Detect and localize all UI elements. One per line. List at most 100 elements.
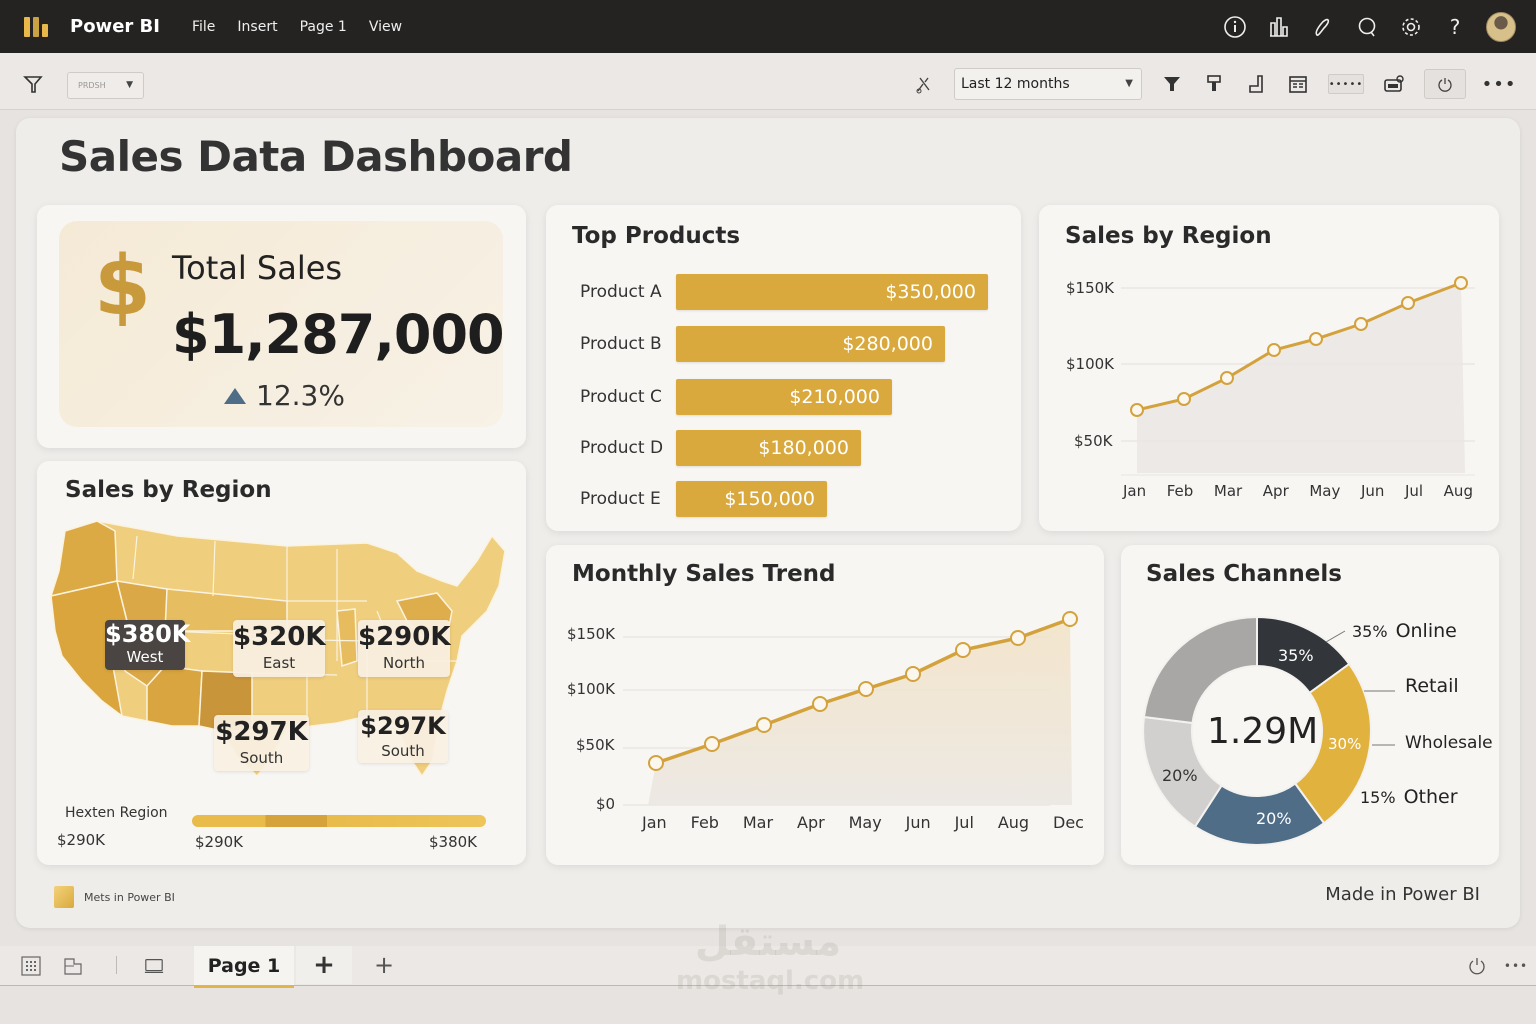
filter-icon[interactable] [1160, 72, 1184, 96]
new-page-button[interactable]: + [373, 951, 395, 979]
region-label-east[interactable]: $320K East [233, 620, 326, 677]
file-icon [54, 886, 74, 908]
x-tick: Jul [954, 813, 974, 832]
bar[interactable]: $210,000 [676, 379, 892, 415]
bar-row[interactable]: Product C $210,000 [580, 379, 892, 415]
view-select-value: PRDSH [78, 81, 106, 90]
region-label-south-east[interactable]: $297K South [358, 710, 448, 763]
menu-bar: File Insert Page 1 View [192, 19, 402, 35]
legend-color-scale [192, 815, 486, 827]
slice-label-retail: 30% [1328, 735, 1362, 753]
footer-made-in: Made in Power BI [1325, 884, 1480, 905]
bar[interactable]: $350,000 [676, 274, 988, 310]
dollar-icon: $ [94, 239, 152, 334]
region-label-west[interactable]: $380K West [105, 620, 190, 670]
sales-channels-card[interactable]: Sales Channels 35% 30% 20% 20% 1.29M 35%… [1121, 545, 1499, 865]
more-icon[interactable]: ••• [1503, 959, 1529, 973]
bar-label: Product A [580, 282, 662, 302]
menu-view[interactable]: View [368, 18, 403, 35]
x-tick: Feb [1166, 482, 1194, 500]
menu-file[interactable]: File [191, 18, 216, 35]
legend-title: Hexten Region [65, 805, 168, 821]
x-tick: Feb [690, 813, 719, 832]
menu-page[interactable]: Page 1 [299, 18, 347, 35]
y-tick: $150K [1066, 279, 1115, 297]
add-page-button[interactable]: + [296, 946, 352, 984]
y-tick: $100K [567, 680, 616, 698]
x-tick: May [1309, 482, 1341, 500]
x-tick: Jun [905, 813, 931, 832]
region-line-card[interactable]: Sales by Region $150K $100K $50K Jan Feb… [1039, 205, 1499, 531]
region-map-card[interactable]: Sales by Region $380K West $320K East $2… [37, 461, 526, 865]
bar[interactable]: $280,000 [676, 326, 945, 362]
layout-view-icon[interactable] [63, 956, 83, 976]
donut-chart[interactable] [1121, 545, 1499, 865]
calendar-icon[interactable] [1286, 72, 1310, 96]
power-icon[interactable] [1467, 956, 1487, 976]
kpi-value: $1,287,000 [172, 303, 505, 366]
legend-item-retail[interactable]: Retail [1405, 675, 1459, 697]
format-painter-icon[interactable] [1202, 72, 1226, 96]
divider [116, 956, 117, 974]
card-title: Sales Channels [1146, 561, 1342, 587]
clear-filter-icon[interactable] [912, 72, 936, 96]
bar-row[interactable]: Product A $350,000 [580, 274, 988, 310]
top-products-card[interactable]: Top Products Product A $350,000 Product … [546, 205, 1021, 531]
x-tick: Jul [1404, 482, 1424, 500]
settings-icon[interactable] [1398, 14, 1424, 40]
menu-insert[interactable]: Insert [237, 18, 278, 35]
region-label-south[interactable]: $297K South [214, 715, 309, 771]
card-title: Monthly Sales Trend [572, 561, 836, 587]
page-navigator: Page 1 + + ••• [0, 946, 1536, 988]
region-label-north[interactable]: $290K North [358, 620, 451, 677]
x-tick: Aug [1443, 482, 1473, 500]
x-tick: Aug [997, 813, 1030, 832]
user-avatar[interactable] [1486, 11, 1516, 42]
kpi-card-total-sales[interactable]: $ Total Sales $1,287,000 12.3% [37, 205, 526, 448]
trend-up-icon [224, 387, 246, 404]
visual-icon[interactable] [1382, 72, 1406, 96]
x-tick: May [848, 813, 882, 832]
x-axis: Jan Feb Mar Apr May Jun Jul Aug Dec [642, 813, 1084, 832]
chevron-down-icon: ▼ [126, 80, 133, 90]
legend-item-other[interactable]: 15% Other [1360, 786, 1458, 808]
bar-row[interactable]: Product B $280,000 [580, 326, 945, 362]
footer-source: Mets in Power BI [54, 886, 175, 908]
info-icon[interactable] [1222, 14, 1248, 40]
y-tick: $150K [567, 625, 616, 643]
bar[interactable]: $150,000 [676, 481, 827, 517]
monthly-trend-card[interactable]: Monthly Sales Trend $150K $100K $50K $0 … [546, 545, 1104, 865]
bookmark-icon[interactable] [1244, 72, 1268, 96]
bar-label: Product E [580, 489, 661, 509]
region-line-chart [1121, 276, 1475, 476]
bar[interactable]: $180,000 [676, 430, 861, 466]
period-select-value: Last 12 months [961, 76, 1070, 92]
edit-icon[interactable] [1310, 14, 1336, 40]
slicer-icon[interactable]: ••••• [1328, 74, 1364, 94]
comment-icon[interactable] [1354, 14, 1380, 40]
power-icon[interactable] [1424, 69, 1466, 99]
bar-row[interactable]: Product D $180,000 [580, 430, 861, 466]
slice-label-lightgray: 20% [1162, 766, 1198, 785]
more-icon[interactable]: ••• [1481, 73, 1517, 95]
kpi-change: 12.3% [224, 379, 345, 412]
x-axis: Jan Feb Mar Apr May Jun Jul Aug [1123, 482, 1473, 500]
y-tick: $100K [1066, 355, 1115, 373]
y-tick: $50K [576, 736, 615, 754]
view-select[interactable]: PRDSH ▼ [67, 72, 144, 99]
legend-item-online[interactable]: 35% Online [1352, 620, 1457, 642]
filter-icon[interactable] [22, 73, 44, 95]
footer-left-text: Mets in Power BI [84, 890, 175, 904]
grid-view-icon[interactable] [21, 956, 41, 976]
legend-item-wholesale[interactable]: Wholesale [1405, 733, 1493, 753]
help-icon[interactable]: ? [1449, 14, 1461, 39]
legend-high: $380K [429, 833, 478, 851]
share-icon[interactable] [1266, 14, 1292, 40]
period-select[interactable]: Last 12 months ▼ [954, 68, 1142, 100]
tab-page-1[interactable]: Page 1 [194, 946, 294, 988]
title-bar: Power BI File Insert Page 1 View ? [0, 0, 1536, 53]
toolbar: PRDSH ▼ Last 12 months ▼ ••••• ••• [0, 53, 1536, 110]
bar-row[interactable]: Product E $150,000 [580, 481, 827, 517]
x-tick: Mar [1213, 482, 1243, 500]
desktop-view-icon[interactable] [144, 956, 164, 976]
